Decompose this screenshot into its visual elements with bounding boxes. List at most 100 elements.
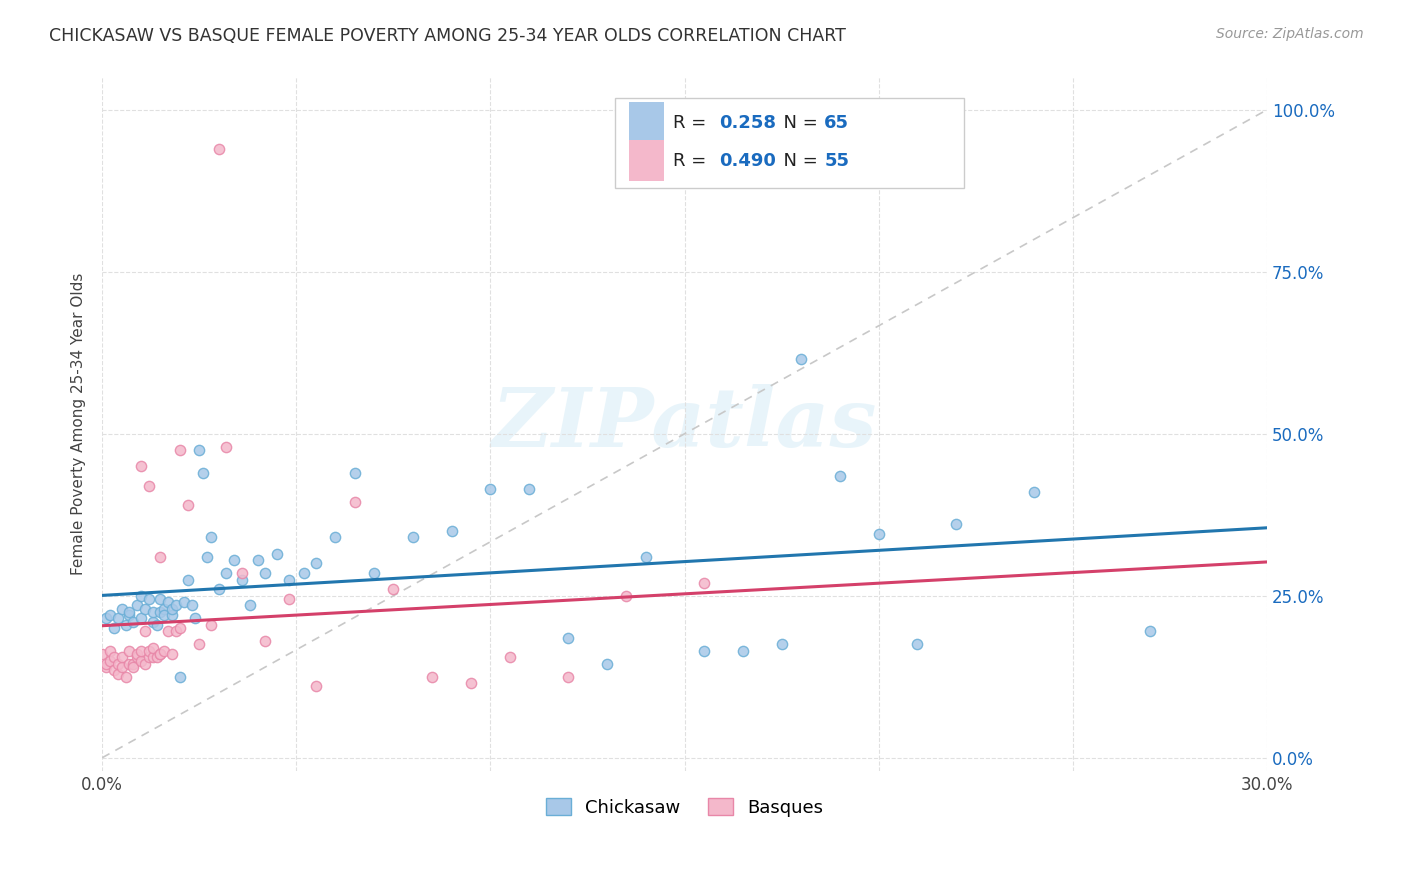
- Point: [165, 599, 187, 613]
- Point: [517, 482, 540, 496]
- Point: [160, 647, 183, 661]
- Point: [828, 469, 851, 483]
- Point: [142, 615, 165, 629]
- Point: [142, 650, 165, 665]
- Point: [596, 657, 619, 671]
- Text: 0.490: 0.490: [720, 152, 776, 169]
- Point: [129, 611, 152, 625]
- Point: [266, 547, 288, 561]
- Point: [129, 644, 152, 658]
- Point: [127, 647, 149, 661]
- Point: [208, 142, 231, 156]
- Text: 0.258: 0.258: [720, 113, 776, 131]
- Point: [208, 582, 231, 597]
- Point: [138, 644, 160, 658]
- Point: [731, 644, 754, 658]
- Point: [693, 575, 716, 590]
- Point: [460, 676, 482, 690]
- Point: [305, 680, 328, 694]
- Point: [149, 592, 172, 607]
- Point: [153, 601, 176, 615]
- Point: [557, 670, 579, 684]
- Point: [292, 566, 315, 580]
- Point: [907, 637, 929, 651]
- Point: [153, 608, 176, 623]
- Point: [231, 573, 253, 587]
- Point: [790, 352, 813, 367]
- Point: [134, 601, 156, 615]
- Point: [499, 650, 522, 665]
- Point: [153, 644, 176, 658]
- Point: [176, 498, 198, 512]
- Point: [122, 615, 145, 629]
- Point: [157, 595, 180, 609]
- Point: [231, 566, 253, 580]
- Point: [195, 549, 218, 564]
- Point: [149, 647, 172, 661]
- Point: [142, 605, 165, 619]
- Text: Source: ZipAtlas.com: Source: ZipAtlas.com: [1216, 27, 1364, 41]
- Point: [188, 637, 211, 651]
- Point: [103, 650, 125, 665]
- Point: [98, 644, 121, 658]
- Text: 65: 65: [824, 113, 849, 131]
- Point: [188, 442, 211, 457]
- Point: [122, 657, 145, 671]
- Point: [118, 657, 141, 671]
- Point: [149, 549, 172, 564]
- Point: [557, 631, 579, 645]
- Point: [122, 660, 145, 674]
- Point: [215, 440, 238, 454]
- Point: [138, 592, 160, 607]
- Point: [107, 657, 129, 671]
- Point: [239, 599, 262, 613]
- Legend: Chickasaw, Basques: Chickasaw, Basques: [538, 791, 831, 824]
- Text: CHICKASAW VS BASQUE FEMALE POVERTY AMONG 25-34 YEAR OLDS CORRELATION CHART: CHICKASAW VS BASQUE FEMALE POVERTY AMONG…: [49, 27, 846, 45]
- Point: [180, 599, 202, 613]
- Point: [277, 573, 299, 587]
- Point: [111, 650, 134, 665]
- Point: [191, 466, 214, 480]
- Point: [160, 601, 183, 615]
- Text: N =: N =: [772, 152, 824, 169]
- Point: [614, 589, 637, 603]
- Point: [94, 657, 117, 671]
- Point: [343, 466, 366, 480]
- Point: [111, 660, 134, 674]
- Point: [129, 459, 152, 474]
- Point: [945, 517, 967, 532]
- Text: R =: R =: [673, 113, 711, 131]
- FancyBboxPatch shape: [628, 102, 664, 144]
- Point: [343, 495, 366, 509]
- Point: [246, 553, 269, 567]
- Point: [118, 644, 141, 658]
- Point: [145, 618, 167, 632]
- Point: [114, 618, 136, 632]
- Point: [305, 557, 328, 571]
- Point: [157, 624, 180, 639]
- Point: [94, 660, 117, 674]
- FancyBboxPatch shape: [628, 140, 664, 181]
- Point: [103, 663, 125, 677]
- Point: [127, 650, 149, 665]
- Text: R =: R =: [673, 152, 711, 169]
- Point: [111, 601, 134, 615]
- Point: [169, 670, 191, 684]
- Point: [142, 640, 165, 655]
- Point: [129, 654, 152, 668]
- Point: [160, 608, 183, 623]
- Point: [91, 647, 114, 661]
- Point: [173, 595, 195, 609]
- Point: [114, 670, 136, 684]
- Point: [215, 566, 238, 580]
- Point: [169, 442, 191, 457]
- Point: [440, 524, 463, 538]
- Point: [402, 531, 425, 545]
- Point: [149, 605, 172, 619]
- Point: [103, 621, 125, 635]
- Point: [184, 611, 207, 625]
- Point: [118, 608, 141, 623]
- Point: [134, 657, 156, 671]
- Point: [107, 666, 129, 681]
- Point: [420, 670, 443, 684]
